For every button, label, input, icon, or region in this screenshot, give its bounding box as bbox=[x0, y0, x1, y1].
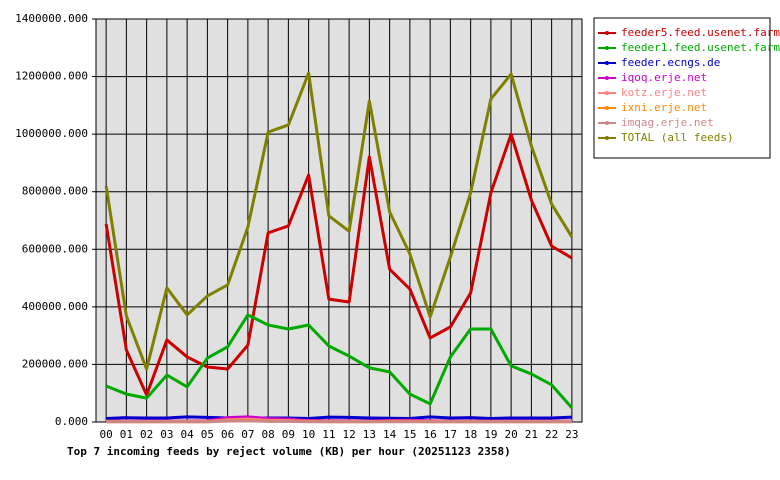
legend-marker bbox=[605, 31, 609, 35]
y-tick-label: 1400000.000 bbox=[15, 12, 88, 25]
series-line bbox=[104, 132, 573, 397]
x-tick-label: 14 bbox=[383, 428, 397, 441]
x-tick-label: 10 bbox=[302, 428, 315, 441]
series-line bbox=[106, 419, 572, 424]
legend-marker bbox=[605, 121, 609, 125]
legend-marker bbox=[605, 136, 609, 140]
legend-marker bbox=[605, 61, 609, 65]
x-tick-label: 17 bbox=[444, 428, 457, 441]
legend-label: kotz.erje.net bbox=[621, 86, 707, 99]
x-tick-label: 02 bbox=[140, 428, 153, 441]
x-tick-label: 21 bbox=[525, 428, 538, 441]
x-tick-label: 04 bbox=[181, 428, 195, 441]
x-tick-label: 16 bbox=[424, 428, 437, 441]
x-tick-label: 18 bbox=[464, 428, 477, 441]
x-tick-label: 11 bbox=[322, 428, 335, 441]
y-tick-label: 1200000.000 bbox=[15, 70, 88, 83]
legend-label: ixni.erje.net bbox=[621, 101, 707, 114]
legend-box bbox=[593, 17, 771, 159]
x-tick-label: 12 bbox=[343, 428, 356, 441]
legend-marker bbox=[605, 76, 609, 80]
series-line bbox=[106, 415, 572, 421]
legend-label: imqag.erje.net bbox=[621, 116, 714, 129]
x-tick-label: 01 bbox=[120, 428, 133, 441]
legend-label: TOTAL (all feeds) bbox=[621, 131, 734, 144]
y-tick-label: 800000.000 bbox=[22, 185, 88, 198]
x-tick-label: 23 bbox=[565, 428, 578, 441]
x-tick-label: 09 bbox=[282, 428, 295, 441]
x-tick-label: 03 bbox=[160, 428, 173, 441]
legend-label: feeder5.feed.usenet.farm bbox=[621, 26, 780, 39]
chart-title: Top 7 incoming feeds by reject volume (K… bbox=[67, 445, 511, 458]
x-tick-label: 22 bbox=[545, 428, 558, 441]
x-tick-label: 13 bbox=[363, 428, 376, 441]
legend-label: feeder1.feed.usenet.farm bbox=[621, 41, 780, 54]
x-tick-label: 19 bbox=[484, 428, 497, 441]
series-line bbox=[104, 71, 574, 371]
y-tick-label: 0.000 bbox=[55, 415, 88, 428]
x-tick-label: 00 bbox=[100, 428, 113, 441]
y-tick-label: 200000.000 bbox=[22, 357, 88, 370]
x-tick-label: 07 bbox=[241, 428, 254, 441]
legend-label: feeder.ecngs.de bbox=[621, 56, 720, 69]
x-tick-label: 15 bbox=[403, 428, 416, 441]
y-tick-label: 1000000.000 bbox=[15, 127, 88, 140]
x-tick-label: 05 bbox=[201, 428, 214, 441]
legend-label: iqoq.erje.net bbox=[621, 71, 707, 84]
x-tick-label: 20 bbox=[505, 428, 518, 441]
x-tick-label: 06 bbox=[221, 428, 234, 441]
series-line bbox=[105, 313, 574, 409]
y-tick-label: 400000.000 bbox=[22, 300, 88, 313]
legend-marker bbox=[605, 91, 609, 95]
legend-marker bbox=[605, 46, 609, 50]
y-tick-label: 600000.000 bbox=[22, 242, 88, 255]
legend-marker bbox=[605, 106, 609, 110]
x-tick-label: 08 bbox=[262, 428, 275, 441]
